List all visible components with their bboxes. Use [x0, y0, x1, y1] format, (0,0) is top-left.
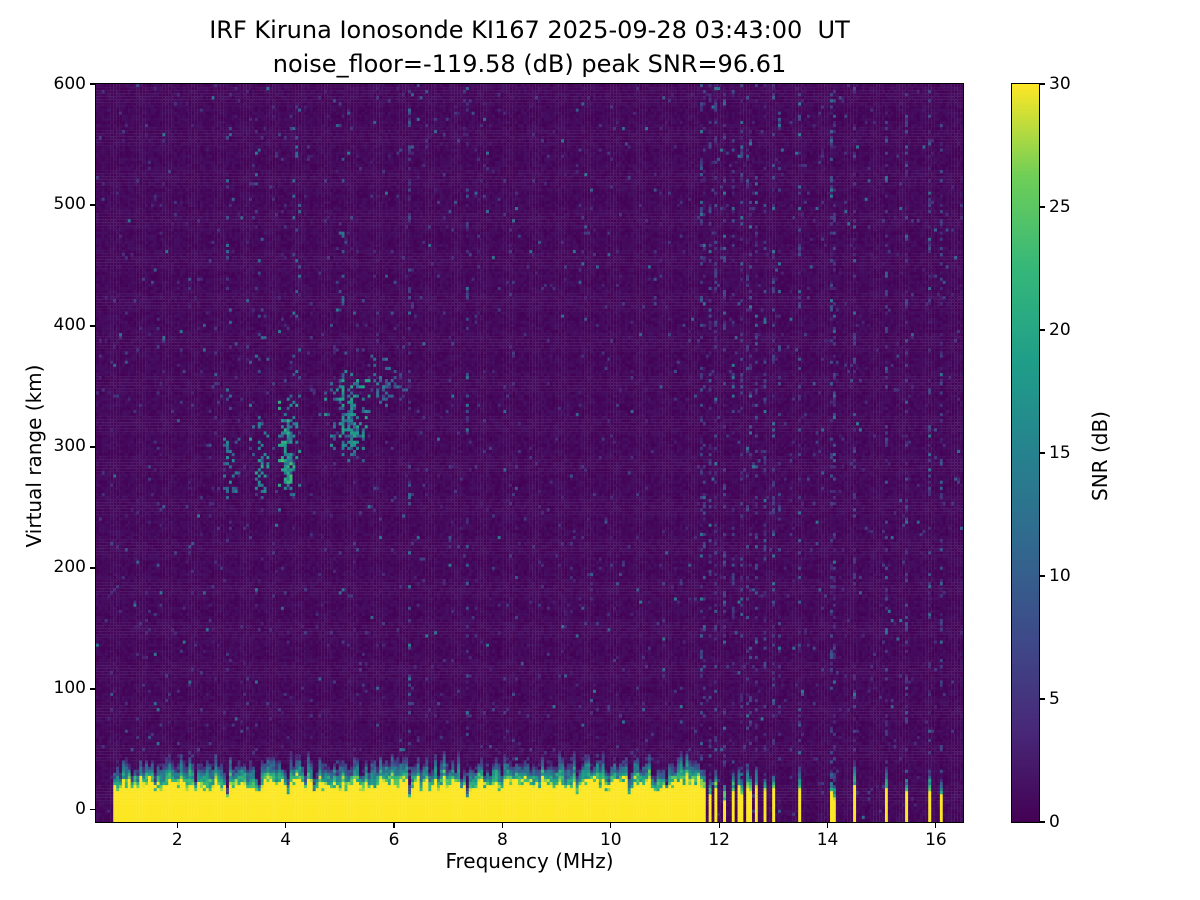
x-tick-mark	[501, 822, 503, 828]
ionogram-heatmap	[96, 84, 963, 822]
chart-subtitle: noise_floor=-119.58 (dB) peak SNR=96.61	[272, 50, 787, 78]
x-tick-mark	[718, 822, 720, 828]
colorbar-tick-label: 20	[1049, 319, 1071, 340]
y-tick-label: 0	[75, 799, 86, 820]
x-tick-mark	[285, 822, 287, 828]
chart-title: IRF Kiruna Ionosonde KI167 2025-09-28 03…	[209, 16, 850, 44]
x-tick-label: 12	[708, 830, 730, 850]
x-tick-mark	[393, 822, 395, 828]
colorbar-tick-mark	[1039, 329, 1045, 331]
colorbar-tick-label: 15	[1049, 442, 1071, 463]
x-tick-mark	[935, 822, 937, 828]
y-tick-mark	[90, 83, 96, 85]
colorbar-tick-mark	[1039, 206, 1045, 208]
colorbar-tick-label: 10	[1049, 565, 1071, 586]
x-tick-label: 6	[388, 830, 400, 850]
y-tick-label: 500	[53, 194, 86, 215]
x-tick-mark	[610, 822, 612, 828]
colorbar-tick-mark	[1039, 821, 1045, 823]
y-tick-mark	[90, 325, 96, 327]
x-tick-label: 16	[925, 830, 947, 850]
colorbar-label: SNR (dB)	[1088, 411, 1112, 501]
y-tick-mark	[90, 567, 96, 569]
y-tick-mark	[90, 688, 96, 690]
y-tick-label: 200	[53, 557, 86, 578]
x-tick-mark	[176, 822, 178, 828]
y-tick-label: 300	[53, 436, 86, 457]
y-tick-mark	[90, 204, 96, 206]
colorbar-tick-mark	[1039, 698, 1045, 700]
colorbar-tick-label: 30	[1049, 73, 1071, 94]
y-tick-label: 100	[53, 678, 86, 699]
x-axis-label: Frequency (MHz)	[445, 849, 614, 873]
colorbar-tick-label: 5	[1049, 688, 1060, 709]
x-tick-mark	[826, 822, 829, 828]
colorbar-tick-mark	[1039, 452, 1045, 454]
colorbar-tick-mark	[1039, 575, 1045, 577]
x-tick-label: 4	[280, 830, 292, 850]
x-tick-label: 10	[599, 830, 622, 850]
colorbar-tick-label: 25	[1049, 196, 1071, 217]
x-tick-label: 8	[496, 830, 508, 850]
colorbar-tick-mark	[1039, 83, 1045, 85]
y-tick-label: 600	[53, 73, 86, 94]
y-tick-mark	[90, 446, 96, 448]
x-tick-label: 2	[171, 830, 183, 850]
colorbar-gradient	[1012, 84, 1039, 822]
colorbar-tick-label: 0	[1049, 811, 1060, 832]
y-tick-label: 400	[53, 315, 86, 336]
x-tick-label: 14	[816, 830, 839, 850]
y-tick-mark	[90, 809, 96, 811]
